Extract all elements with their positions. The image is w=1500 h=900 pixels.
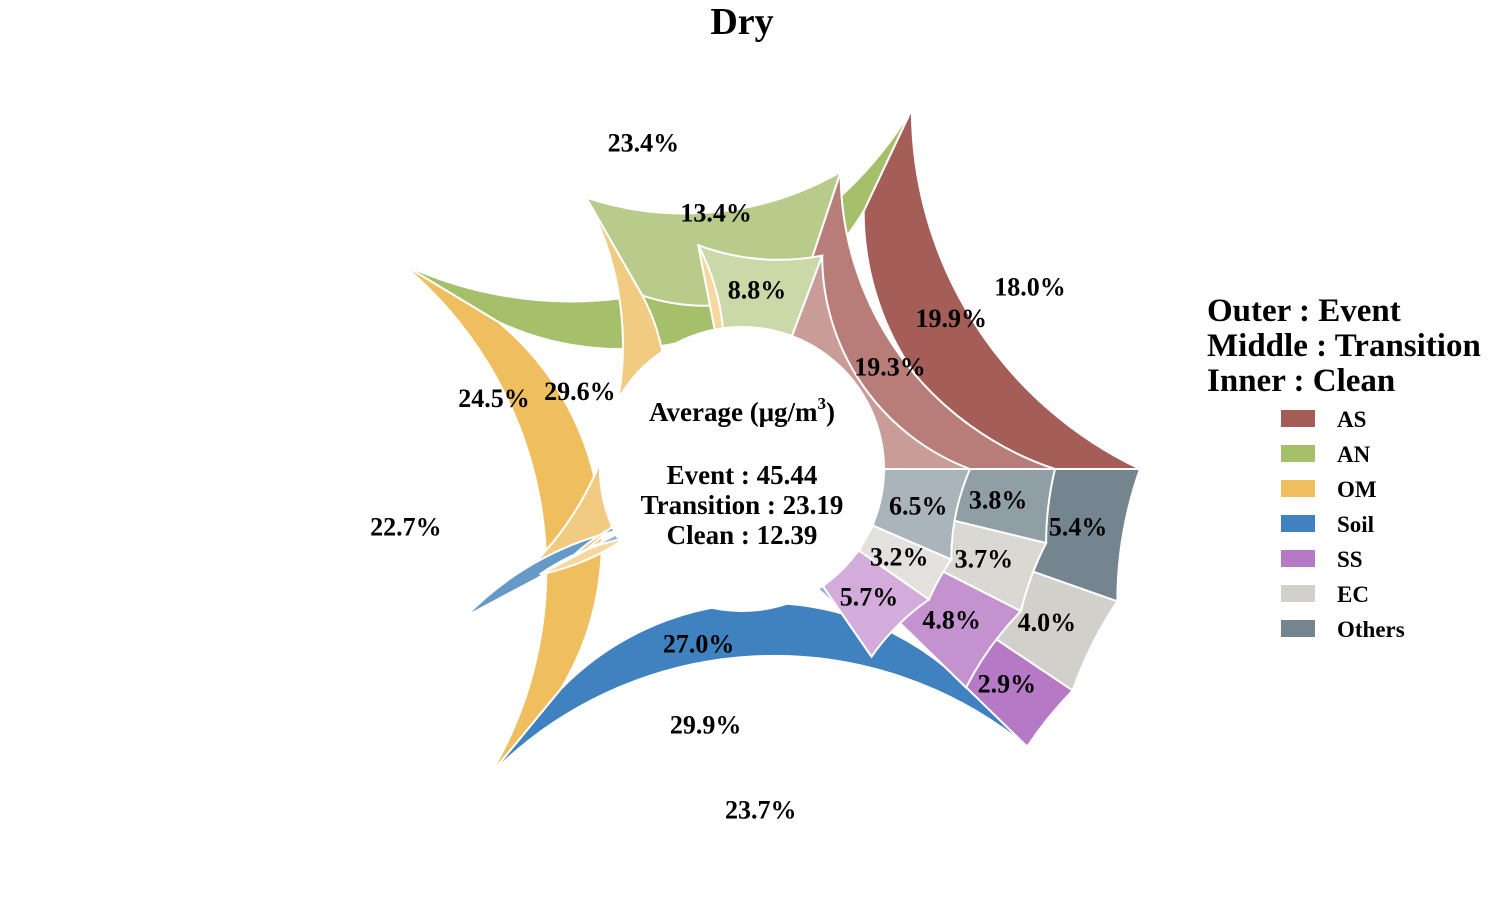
center-line-clean: Clean : 12.39 [667,520,818,550]
outer-label-ss: 2.9% [978,670,1037,699]
outer-slice-as [862,108,1141,470]
outer-label-others: 5.4% [1049,513,1108,542]
legend-label-as: AS [1337,407,1366,432]
legend-heading-outer: Outer : Event [1207,293,1401,329]
legend: Outer : Event Middle : Transition Inner … [1207,293,1481,642]
inner-label-others: 6.5% [889,491,948,520]
outer-label-soil: 23.7% [725,795,797,824]
outer-slice-om [400,262,603,777]
legend-swatch-om [1281,480,1315,497]
center-summary: Average (μg/m3) Event : 45.44 Transition… [641,394,844,550]
legend-label-ec: EC [1337,582,1369,607]
donut-rings [400,108,1142,777]
middle-label-ss: 4.8% [922,605,981,634]
outer-label-an: 23.4% [608,129,680,158]
middle-label-others: 3.8% [969,486,1028,515]
legend-swatch-ec [1281,585,1315,602]
legend-swatch-others [1281,620,1315,637]
outer-label-om: 22.7% [370,513,442,542]
outer-label-as: 18.0% [994,272,1066,301]
center-heading: Average (μg/m3) [649,394,835,427]
inner-label-an: 8.8% [728,276,787,305]
middle-label-ec: 3.7% [955,545,1014,574]
inner-label-ec: 3.2% [870,543,929,572]
middle-label-as: 19.9% [915,304,987,333]
legend-label-soil: Soil [1337,512,1374,537]
legend-label-an: AN [1337,442,1371,467]
middle-label-an: 13.4% [680,198,752,227]
legend-label-ss: SS [1337,547,1363,572]
donut-hole [599,326,885,612]
legend-swatch-soil [1281,515,1315,532]
inner-label-as: 19.3% [854,353,926,382]
legend-label-om: OM [1337,477,1377,502]
legend-swatch-ss [1281,550,1315,567]
legend-heading-middle: Middle : Transition [1207,328,1481,364]
center-line-event: Event : 45.44 [667,460,818,490]
legend-swatch-an [1281,445,1315,462]
middle-label-om: 24.5% [458,384,530,413]
legend-heading-inner: Inner : Clean [1207,363,1395,399]
chart-title: Dry [710,1,773,43]
legend-entries: AS AN OM Soil SS EC Others [1281,407,1405,642]
slice-labels: 18.0% 23.4% 22.7% 23.7% 2.9% 4.0% 5.4% 19.9% 13.… [370,129,1107,825]
inner-label-om: 29.6% [544,377,616,406]
outer-slice-soil [488,601,1028,777]
middle-label-soil: 29.9% [670,710,742,739]
outer-label-ec: 4.0% [1018,608,1077,637]
center-line-transition: Transition : 23.19 [641,490,844,520]
inner-label-ss: 5.7% [840,583,899,612]
legend-swatch-as [1281,410,1315,427]
legend-label-others: Others [1337,617,1405,642]
inner-label-soil: 27.0% [663,630,735,659]
